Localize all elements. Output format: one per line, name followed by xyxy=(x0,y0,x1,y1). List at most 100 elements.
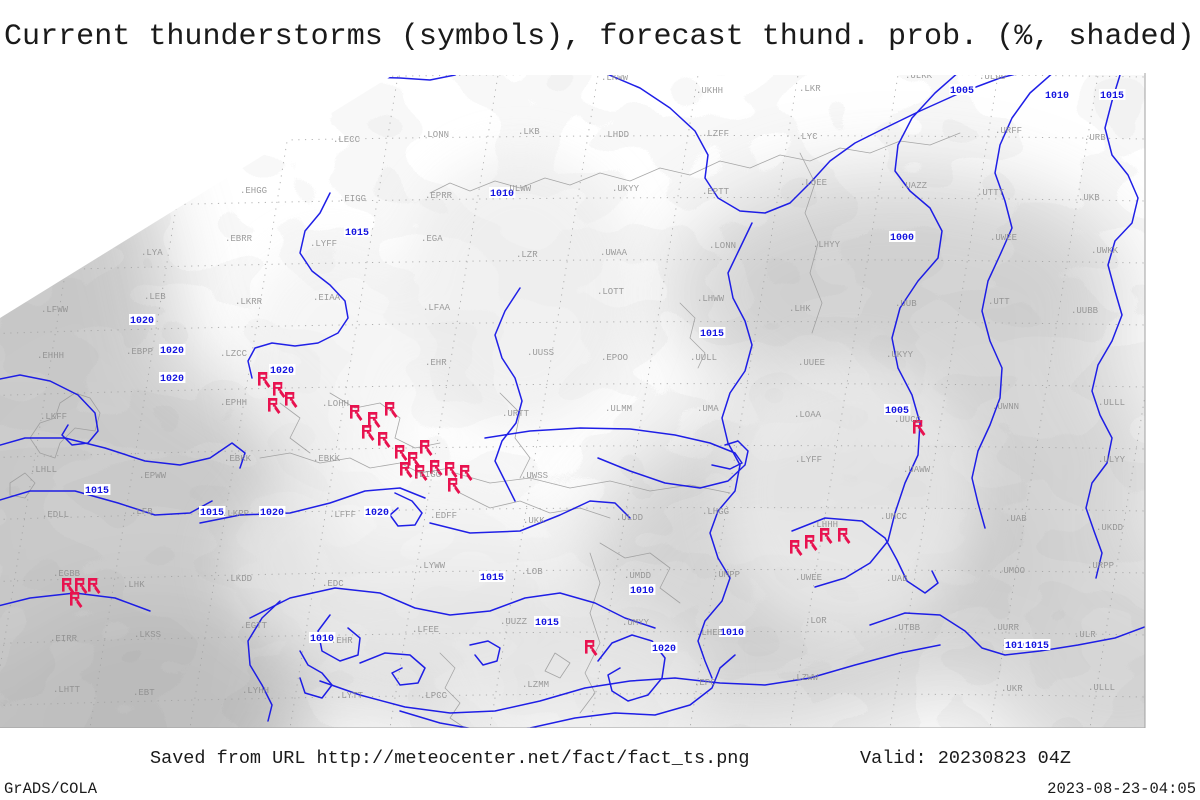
svg-text:.UMCC: .UMCC xyxy=(880,512,908,522)
svg-text:.LHTT: .LHTT xyxy=(53,685,81,695)
svg-text:.LHYY: .LHYY xyxy=(813,240,841,250)
svg-text:.EGA: .EGA xyxy=(421,234,443,244)
svg-text:.UKHH: .UKHH xyxy=(696,86,723,96)
svg-text:.LKSS: .LKSS xyxy=(134,630,161,640)
svg-text:.UUBB: .UUBB xyxy=(1071,306,1099,316)
svg-text:.EGBB: .EGBB xyxy=(53,569,81,579)
svg-text:.UWEE: .UWEE xyxy=(990,233,1017,243)
svg-text:.LZFF: .LZFF xyxy=(702,129,729,139)
svg-text:.LOEE: .LOEE xyxy=(800,178,827,188)
svg-text:.LPCC: .LPCC xyxy=(420,691,448,701)
svg-text:.ULDD: .ULDD xyxy=(979,72,1006,82)
svg-text:.ULWW: .ULWW xyxy=(504,184,532,194)
svg-text:.EHR: .EHR xyxy=(425,358,447,368)
svg-text:.ULLL: .ULLL xyxy=(1098,398,1125,408)
svg-text:1020: 1020 xyxy=(130,316,154,327)
svg-text:.LECC: .LECC xyxy=(333,135,361,145)
svg-text:.EGTT: .EGTT xyxy=(240,621,268,631)
svg-text:.LOB: .LOB xyxy=(521,567,543,577)
svg-text:.UUCC: .UUCC xyxy=(894,415,922,425)
svg-text:.UUZZ: .UUZZ xyxy=(500,617,528,627)
svg-text:.EHHH: .EHHH xyxy=(37,351,64,361)
svg-text:1015: 1015 xyxy=(480,573,504,584)
svg-text:.LHEE: .LHEE xyxy=(696,628,723,638)
svg-text:1015: 1015 xyxy=(345,228,369,239)
svg-text:.ULYY: .ULYY xyxy=(1098,455,1126,465)
svg-text:.LYC: .LYC xyxy=(796,132,818,142)
svg-text:.EPTT: .EPTT xyxy=(702,187,730,197)
svg-text:.UAWW: .UAWW xyxy=(903,465,931,475)
svg-text:.LYTT: .LYTT xyxy=(336,691,364,701)
svg-text:.EBKK: .EBKK xyxy=(224,454,252,464)
svg-text:.LFWW: .LFWW xyxy=(41,305,69,315)
svg-text:1000: 1000 xyxy=(890,233,914,244)
svg-text:.LOTT: .LOTT xyxy=(597,287,625,297)
svg-text:.UUEE: .UUEE xyxy=(798,358,825,368)
svg-text:.UMPP: .UMPP xyxy=(713,570,740,580)
svg-text:1005: 1005 xyxy=(950,86,974,97)
svg-text:.ULMM: .ULMM xyxy=(605,404,632,414)
svg-text:.EHR: .EHR xyxy=(331,636,353,646)
svg-text:1020: 1020 xyxy=(270,366,294,377)
svg-text:.ULDD: .ULDD xyxy=(616,513,643,523)
svg-text:.LKRR: .LKRR xyxy=(235,297,263,307)
svg-text:.LHK: .LHK xyxy=(789,304,811,314)
svg-text:.EBPP: .EBPP xyxy=(126,347,153,357)
svg-text:.LEB: .LEB xyxy=(144,292,166,302)
svg-text:.UWKK: .UWKK xyxy=(1091,246,1119,256)
svg-text:.UUSS: .UUSS xyxy=(527,348,554,358)
svg-text:.EPOO: .EPOO xyxy=(601,353,628,363)
svg-text:.UUB: .UUB xyxy=(895,299,917,309)
svg-text:.LONN: .LONN xyxy=(709,241,736,251)
svg-text:.ULLL: .ULLL xyxy=(1088,683,1115,693)
svg-text:.UWAA: .UWAA xyxy=(600,248,628,258)
svg-text:.EHGG: .EHGG xyxy=(240,186,267,196)
svg-text:.URB: .URB xyxy=(1084,133,1106,143)
svg-text:.LHWW: .LHWW xyxy=(697,294,725,304)
svg-text:.URPP: .URPP xyxy=(1087,561,1114,571)
svg-text:.LYHH: .LYHH xyxy=(242,686,269,696)
svg-text:.LZWW: .LZWW xyxy=(791,673,819,683)
svg-text:.EBKK: .EBKK xyxy=(313,454,341,464)
svg-text:.EDFF: .EDFF xyxy=(430,511,457,521)
svg-text:.LKWW: .LKWW xyxy=(601,73,629,83)
svg-text:.EPHH: .EPHH xyxy=(220,398,247,408)
svg-text:.EIAA: .EIAA xyxy=(313,293,341,303)
svg-text:.UKK: .UKK xyxy=(523,516,545,526)
svg-text:.UKB: .UKB xyxy=(1078,193,1100,203)
svg-text:.LHHH: .LHHH xyxy=(811,520,838,530)
svg-text:.LHK: .LHK xyxy=(123,580,145,590)
svg-text:.EPWW: .EPWW xyxy=(139,471,167,481)
svg-text:.ULR: .ULR xyxy=(1074,630,1096,640)
svg-text:.LKR: .LKR xyxy=(799,84,821,94)
svg-text:.UWEE: .UWEE xyxy=(795,573,822,583)
svg-text:.LFB: .LFB xyxy=(131,507,153,517)
svg-text:.LYFF: .LYFF xyxy=(310,239,337,249)
svg-text:1015: 1015 xyxy=(1025,641,1049,652)
svg-text:.EDLL: .EDLL xyxy=(42,510,69,520)
svg-text:.EDC: .EDC xyxy=(322,579,344,589)
svg-text:.EIRR: .EIRR xyxy=(50,634,78,644)
svg-text:.LOHH: .LOHH xyxy=(322,399,349,409)
svg-text:.LKDD: .LKDD xyxy=(225,574,252,584)
svg-text:.LKB: .LKB xyxy=(518,127,540,137)
svg-text:.LFFF: .LFFF xyxy=(329,510,356,520)
svg-text:1015: 1015 xyxy=(430,63,454,69)
svg-text:.EPRR: .EPRR xyxy=(425,191,453,201)
svg-text:.LYFF: .LYFF xyxy=(795,455,822,465)
svg-text:.UKDD: .UKDD xyxy=(1096,523,1123,533)
svg-text:.UWSS: .UWSS xyxy=(521,471,548,481)
svg-text:.LZMM: .LZMM xyxy=(522,680,549,690)
svg-text:.UMYY: .UMYY xyxy=(622,618,650,628)
svg-text:.LFEE: .LFEE xyxy=(412,625,439,635)
svg-text:.EIGG: .EIGG xyxy=(339,194,366,204)
svg-text:.EBRR: .EBRR xyxy=(225,234,253,244)
svg-text:.UAZZ: .UAZZ xyxy=(900,181,928,191)
svg-text:.UURR: .UURR xyxy=(992,623,1020,633)
svg-text:1015: 1015 xyxy=(535,618,559,629)
svg-text:.EBT: .EBT xyxy=(133,688,155,698)
svg-text:.LZCC: .LZCC xyxy=(220,349,248,359)
svg-text:.UAB: .UAB xyxy=(886,574,908,584)
svg-text:.LHGG: .LHGG xyxy=(702,507,729,517)
svg-text:.UAB: .UAB xyxy=(1005,514,1027,524)
